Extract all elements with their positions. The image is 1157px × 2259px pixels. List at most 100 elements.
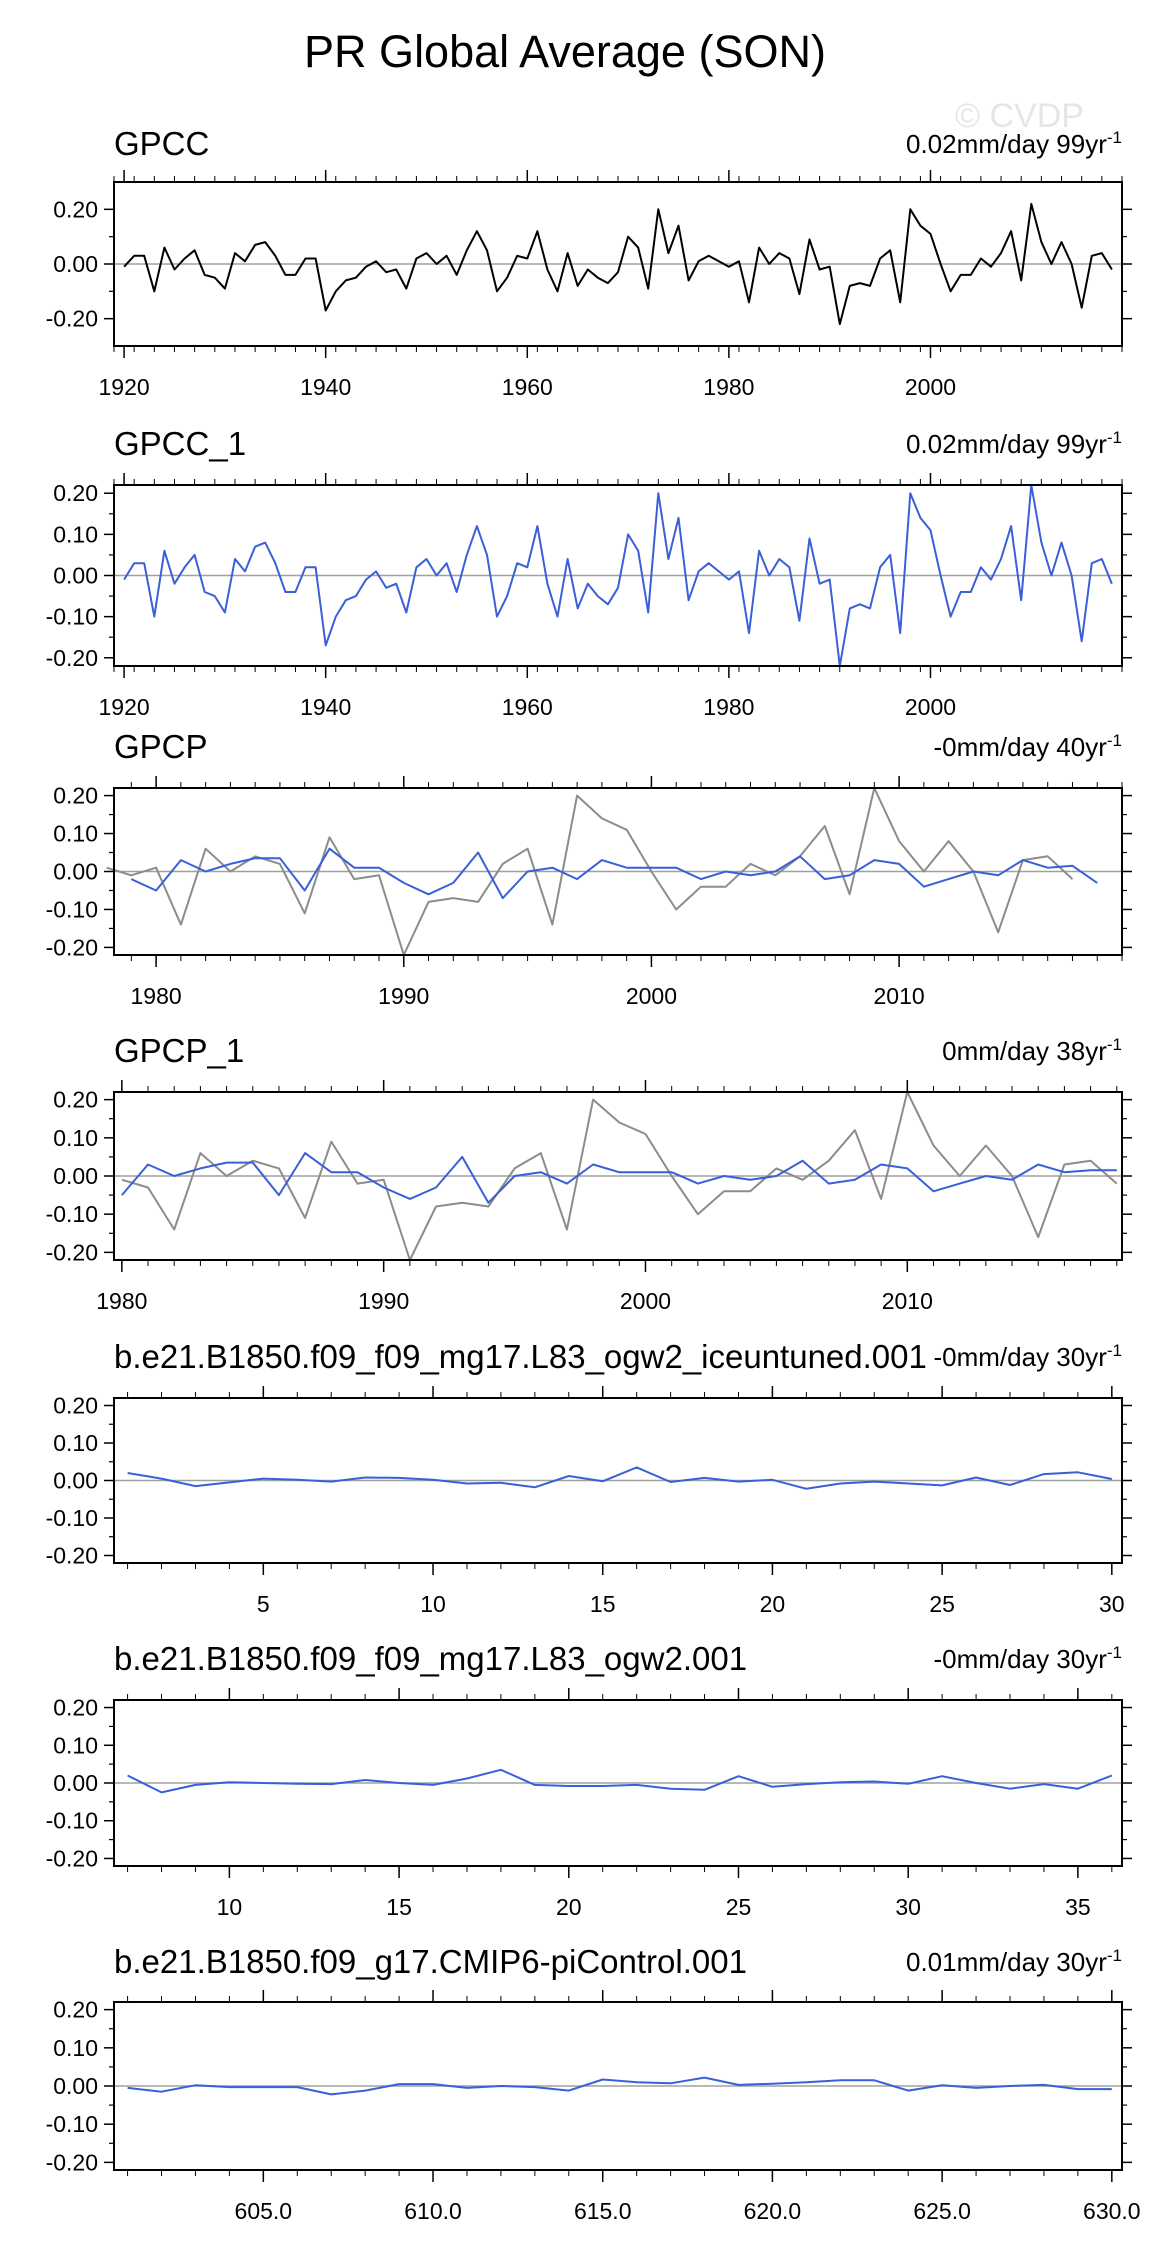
chart-panel: b.e21.B1850.f09_f09_mg17.L83_ogw2.001 -0m… (46, 1640, 1132, 1920)
trend-label: -0mm/day 40yr-1 (933, 731, 1122, 762)
series-line (127, 1768, 1113, 1794)
x-tick-label: 1960 (502, 374, 553, 400)
plot-frame (113, 484, 1123, 667)
series-line (121, 1152, 1117, 1204)
y-tick-label: 0.20 (53, 1695, 98, 1721)
x-tick-label: 1920 (98, 694, 149, 720)
y-tick-label: 0.20 (53, 480, 98, 506)
y-tick-label: -0.20 (46, 2149, 98, 2175)
y-tick-label: 0.00 (53, 563, 98, 589)
figure-title: PR Global Average (SON) (304, 26, 826, 77)
plot-frame (113, 181, 1123, 347)
x-tick-label: 1940 (300, 374, 351, 400)
trend-value: -0mm/day 30yr (933, 1644, 1107, 1674)
panel-title: GPCC (114, 125, 209, 162)
x-tick-label: 2000 (620, 1288, 671, 1314)
plot-frame (113, 1397, 1123, 1564)
y-tick-label: 0.00 (53, 859, 98, 885)
series-line (106, 787, 1074, 956)
y-tick-label: -0.20 (46, 306, 98, 332)
x-tick-label: 20 (760, 1591, 786, 1617)
y-tick-label: -0.10 (46, 1505, 98, 1531)
x-tick-label: 2000 (905, 694, 956, 720)
plot-frame (113, 1091, 1123, 1261)
chart-panel: b.e21.B1850.f09_g17.CMIP6-piControl.001 0… (46, 1943, 1141, 2224)
x-tick-label: 1920 (98, 374, 149, 400)
y-tick-label: 0.00 (53, 251, 98, 277)
x-tick-label: 605.0 (235, 2198, 293, 2224)
trend-label: 0.02mm/day 99yr-1 (906, 428, 1122, 459)
x-tick-label: 10 (420, 1591, 446, 1617)
trend-exponent: -1 (1107, 1946, 1122, 1965)
x-tick-label: 1980 (703, 694, 754, 720)
x-tick-label: 1980 (703, 374, 754, 400)
plot-frame (113, 787, 1123, 956)
y-tick-label: 0.00 (53, 1163, 98, 1189)
y-tick-label: -0.10 (46, 604, 98, 630)
y-tick-label: 0.20 (53, 1997, 98, 2023)
trend-exponent: -1 (1107, 1643, 1122, 1662)
trend-value: -0mm/day 30yr (933, 1342, 1107, 1372)
trend-label: 0.02mm/day 99yr-1 (906, 128, 1122, 159)
trend-value: 0.01mm/day 30yr (906, 1947, 1107, 1977)
panel-title: b.e21.B1850.f09_f09_mg17.L83_ogw2.001 (114, 1640, 747, 1677)
trend-label: 0.01mm/day 30yr-1 (906, 1946, 1122, 1977)
chart-panel: GPCC_1 0.02mm/day 99yr-1 -0.20 -0.10 0.00 0.1… (46, 425, 1132, 720)
trend-value: 0mm/day 38yr (942, 1036, 1107, 1066)
y-tick-label: 0.20 (53, 196, 98, 222)
y-tick-label: 0.10 (53, 1732, 98, 1758)
trend-value: 0.02mm/day 99yr (906, 129, 1107, 159)
chart-panel: b.e21.B1850.f09_f09_mg17.L83_ogw2_iceunt… (46, 1338, 1132, 1617)
y-tick-label: 0.10 (53, 1430, 98, 1456)
y-tick-label: -0.20 (46, 1239, 98, 1265)
series-line (130, 847, 1098, 900)
x-tick-label: 30 (1099, 1591, 1125, 1617)
y-tick-label: 0.00 (53, 1468, 98, 1494)
chart-panel: GPCP -0mm/day 40yr-1 -0.20 -0.10 0.00 0.10 0.2… (46, 728, 1132, 1009)
series-line (123, 202, 1113, 326)
series-line (123, 484, 1113, 667)
x-tick-label: 25 (929, 1591, 955, 1617)
x-tick-label: 620.0 (744, 2198, 802, 2224)
y-tick-label: 0.20 (53, 1393, 98, 1419)
plot-frame (113, 1699, 1123, 1867)
y-tick-label: 0.10 (53, 821, 98, 847)
y-tick-label: -0.20 (46, 645, 98, 671)
x-tick-label: 15 (386, 1894, 412, 1920)
trend-exponent: -1 (1107, 428, 1122, 447)
chart-panel: GPCC 0.02mm/day 99yr-1 -0.20 0.00 0.20 1920 19… (46, 125, 1132, 400)
panel-title: GPCC_1 (114, 425, 246, 462)
panel-title: b.e21.B1850.f09_g17.CMIP6-piControl.001 (114, 1943, 747, 1980)
x-tick-label: 20 (556, 1894, 582, 1920)
x-tick-label: 630.0 (1083, 2198, 1141, 2224)
x-tick-label: 25 (726, 1894, 752, 1920)
y-tick-label: -0.10 (46, 1808, 98, 1834)
series-line (127, 2076, 1112, 2096)
x-tick-label: 35 (1065, 1894, 1091, 1920)
chart-panel: GPCP_1 0mm/day 38yr-1 -0.20 -0.10 0.00 0.10 0.… (46, 1032, 1132, 1314)
y-tick-label: 0.10 (53, 521, 98, 547)
x-tick-label: 615.0 (574, 2198, 632, 2224)
y-tick-label: -0.10 (46, 2111, 98, 2137)
y-tick-label: -0.20 (46, 934, 98, 960)
trend-label: -0mm/day 30yr-1 (933, 1643, 1122, 1674)
x-tick-label: 2010 (874, 983, 925, 1009)
x-tick-label: 2000 (626, 983, 677, 1009)
x-tick-label: 2000 (905, 374, 956, 400)
x-tick-label: 10 (217, 1894, 243, 1920)
x-tick-label: 1940 (300, 694, 351, 720)
y-tick-label: -0.10 (46, 1201, 98, 1227)
x-tick-label: 625.0 (913, 2198, 971, 2224)
x-tick-label: 1990 (378, 983, 429, 1009)
x-tick-label: 1980 (131, 983, 182, 1009)
watermark: © CVDP (955, 97, 1084, 135)
trend-exponent: -1 (1107, 1341, 1122, 1360)
x-tick-label: 15 (590, 1591, 616, 1617)
x-tick-label: 30 (895, 1894, 921, 1920)
x-tick-label: 2010 (882, 1288, 933, 1314)
x-tick-label: 1960 (502, 694, 553, 720)
y-tick-label: -0.20 (46, 1845, 98, 1871)
panel-title: GPCP_1 (114, 1032, 244, 1069)
y-tick-label: -0.20 (46, 1543, 98, 1569)
